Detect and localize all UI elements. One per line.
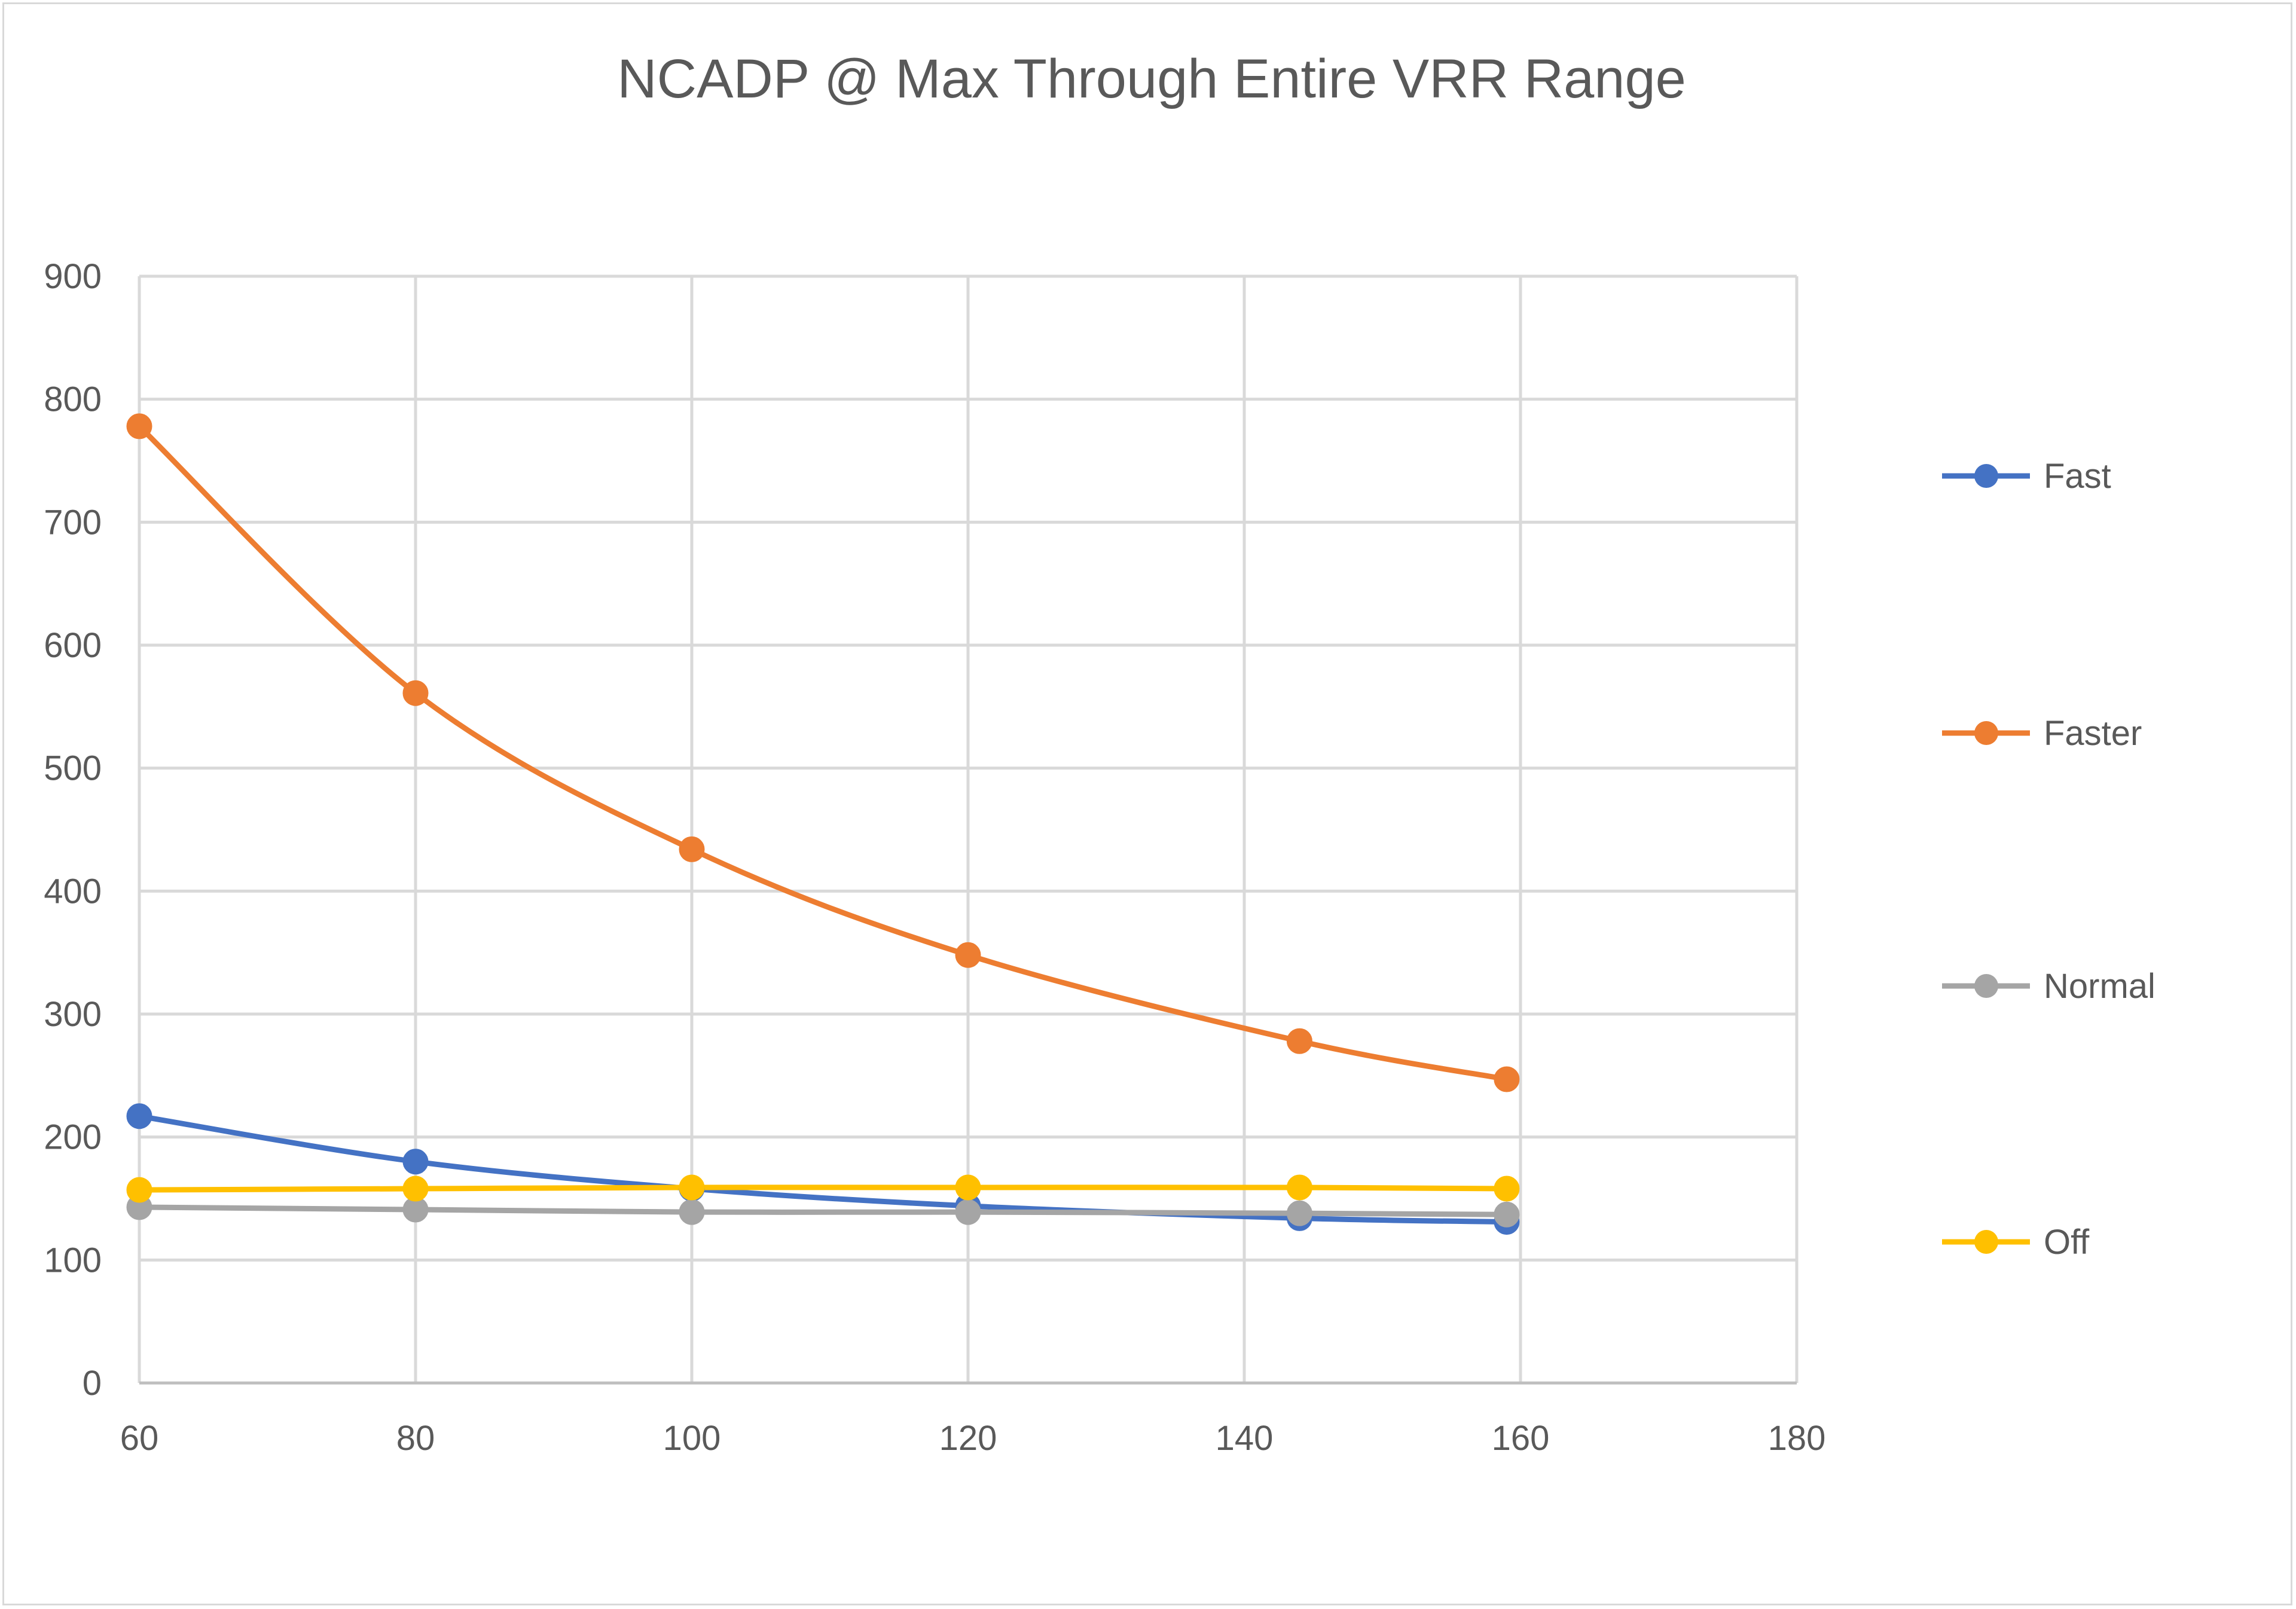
grid-lines	[139, 274, 1799, 1383]
data-point-off-60	[126, 1177, 152, 1203]
legend-label-faster: Faster	[2044, 714, 2142, 753]
x-tick-label-120: 120	[939, 1419, 997, 1458]
y-tick-label-500: 500	[44, 749, 102, 788]
series-lines	[136, 423, 1510, 1225]
y-tick-label-200: 200	[44, 1118, 102, 1157]
data-point-normal-100	[679, 1199, 705, 1225]
data-point-faster-144	[1286, 1028, 1312, 1054]
y-tick-label-300: 300	[44, 995, 102, 1034]
data-point-off-120	[955, 1174, 981, 1201]
legend-marker-normal	[1974, 974, 1998, 998]
x-tick-label-60: 60	[120, 1419, 159, 1458]
y-tick-label-100: 100	[44, 1241, 102, 1280]
data-point-faster-159	[1494, 1066, 1520, 1092]
data-point-normal-144	[1286, 1200, 1312, 1226]
y-tick-label-600: 600	[44, 626, 102, 665]
y-tick-label-0: 0	[83, 1364, 102, 1403]
y-axis-ticks: 0 100 200 300 400 500 600 700 800 900	[44, 257, 102, 1403]
data-point-off-159	[1494, 1176, 1520, 1202]
data-point-faster-80	[402, 680, 429, 706]
data-point-off-80	[402, 1176, 429, 1202]
y-tick-label-700: 700	[44, 503, 102, 542]
x-tick-label-160: 160	[1492, 1419, 1550, 1458]
x-tick-label-140: 140	[1216, 1419, 1274, 1458]
y-tick-label-800: 800	[44, 380, 102, 419]
y-tick-label-900: 900	[44, 257, 102, 296]
data-point-off-144	[1286, 1174, 1312, 1201]
data-point-faster-100	[679, 836, 705, 862]
legend-label-normal: Normal	[2044, 967, 2155, 1006]
series-points	[126, 413, 1520, 1235]
data-point-faster-120	[955, 942, 981, 968]
data-point-normal-120	[955, 1199, 981, 1225]
y-tick-label-400: 400	[44, 872, 102, 911]
data-point-fast-60	[126, 1103, 152, 1129]
legend-marker-fast	[1974, 464, 1998, 488]
data-point-fast-80	[402, 1149, 429, 1175]
legend-label-off: Off	[2044, 1223, 2090, 1262]
data-point-off-100	[679, 1174, 705, 1201]
x-tick-label-100: 100	[663, 1419, 721, 1458]
series-line-faster	[136, 423, 1510, 1082]
legend: Fast Faster Normal Off	[1942, 457, 2155, 1262]
data-point-normal-159	[1494, 1201, 1520, 1228]
x-axis-ticks: 60 80 100 120 140 160 180	[120, 1419, 1826, 1458]
legend-marker-faster	[1974, 721, 1998, 745]
legend-label-fast: Fast	[2044, 457, 2111, 496]
chart-title: NCADP @ Max Through Entire VRR Range	[617, 48, 1686, 109]
x-tick-label-180: 180	[1768, 1419, 1826, 1458]
legend-marker-off	[1974, 1230, 1998, 1254]
data-point-faster-60	[126, 413, 152, 439]
x-tick-label-80: 80	[396, 1419, 435, 1458]
